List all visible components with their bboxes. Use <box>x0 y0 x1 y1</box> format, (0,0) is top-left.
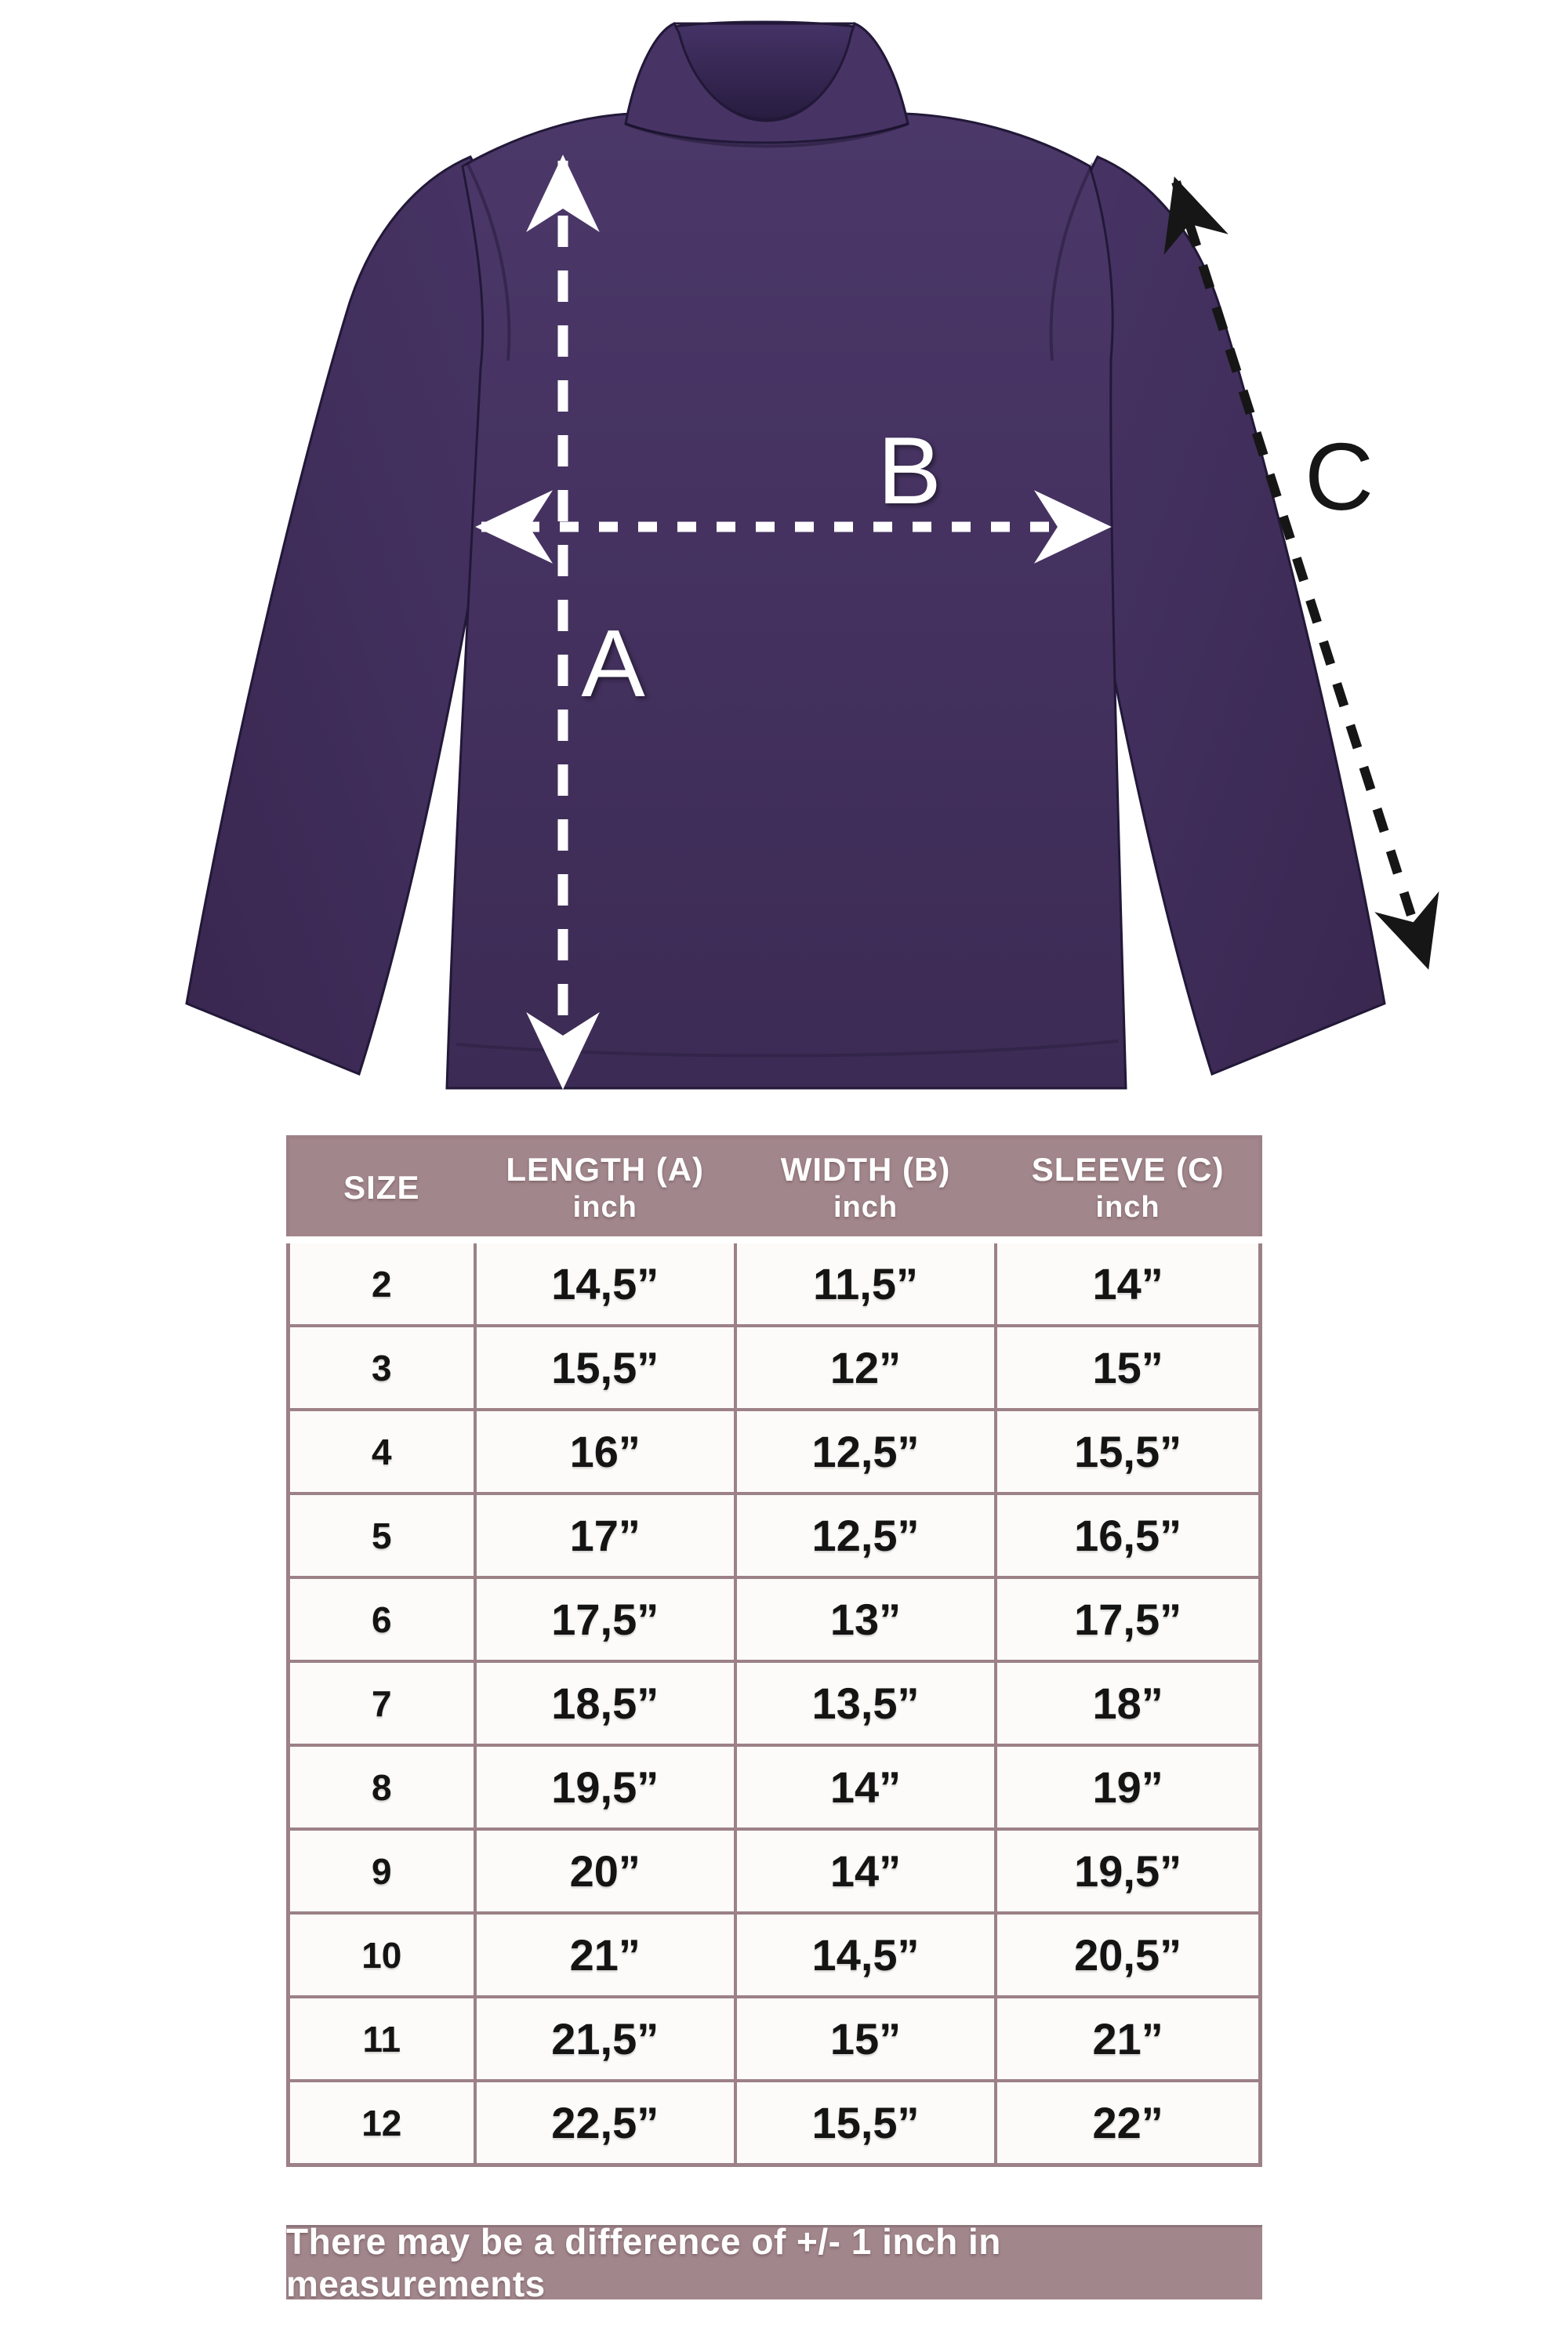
size-cell: 2 <box>286 1238 477 1327</box>
size-table-header: SIZE LENGTH (A) inch WIDTH (B) inch SLEE… <box>286 1135 1262 1243</box>
collar-front <box>624 21 909 144</box>
length-cell: 21,5” <box>473 1995 737 2082</box>
length-cell: 15,5” <box>473 1324 737 1411</box>
width-cell: 15” <box>733 1995 998 2082</box>
size-cell: 12 <box>286 2079 477 2167</box>
sleeve-cell: 16,5” <box>994 1492 1262 1579</box>
table-row: 8 19,5” 14” 19” <box>286 1744 1262 1831</box>
col-unit: inch <box>833 1191 898 1225</box>
width-cell: 12,5” <box>733 1492 998 1579</box>
table-row: 2 14,5” 11,5” 14” <box>286 1238 1262 1327</box>
sleeve-cell: 20,5” <box>994 1911 1262 1998</box>
table-row: 9 20” 14” 19,5” <box>286 1828 1262 1915</box>
length-cell: 21” <box>473 1911 737 1998</box>
sleeve-cell: 19,5” <box>994 1828 1262 1915</box>
length-cell: 22,5” <box>473 2079 737 2167</box>
size-cell: 5 <box>286 1492 477 1579</box>
table-row: 12 22,5” 15,5” 22” <box>286 2079 1262 2167</box>
left-armhole-seam <box>466 162 511 361</box>
table-row: 7 18,5” 13,5” 18” <box>286 1660 1262 1747</box>
size-cell: 7 <box>286 1660 477 1747</box>
width-cell: 14,5” <box>733 1911 998 1998</box>
col-label: SIZE <box>343 1169 420 1207</box>
table-row: 4 16” 12,5” 15,5” <box>286 1408 1262 1495</box>
size-cell: 3 <box>286 1324 477 1411</box>
table-row: 6 17,5” 13” 17,5” <box>286 1576 1262 1663</box>
length-cell: 17,5” <box>473 1576 737 1663</box>
size-table: SIZE LENGTH (A) inch WIDTH (B) inch SLEE… <box>286 1135 1262 2167</box>
col-header-sleeve: SLEEVE (C) inch <box>994 1135 1262 1243</box>
sleeve-cell: 15,5” <box>994 1408 1262 1495</box>
sleeve-cell: 14” <box>994 1238 1262 1327</box>
width-cell: 14” <box>733 1744 998 1831</box>
col-header-size: SIZE <box>286 1135 477 1243</box>
length-label: A <box>581 610 645 717</box>
header-row: SIZE LENGTH (A) inch WIDTH (B) inch SLEE… <box>286 1135 1262 1243</box>
size-cell: 10 <box>286 1911 477 1998</box>
col-unit: inch <box>572 1191 637 1225</box>
col-label: WIDTH (B) <box>780 1151 951 1189</box>
length-cell: 14,5” <box>473 1238 737 1327</box>
size-cell: 6 <box>286 1576 477 1663</box>
length-cell: 19,5” <box>473 1744 737 1831</box>
sleeve-label: C <box>1305 423 1374 530</box>
table-row: 10 21” 14,5” 20,5” <box>286 1911 1262 1998</box>
sweater-body <box>445 112 1127 1090</box>
sleeve-cell: 15” <box>994 1324 1262 1411</box>
length-cell: 20” <box>473 1828 737 1915</box>
size-cell: 8 <box>286 1744 477 1831</box>
size-cell: 9 <box>286 1828 477 1915</box>
size-cell: 4 <box>286 1408 477 1495</box>
sleeve-cell: 21” <box>994 1995 1262 2082</box>
width-cell: 14” <box>733 1828 998 1915</box>
width-cell: 12” <box>733 1324 998 1411</box>
collar-base-seam <box>625 122 909 148</box>
sweater-diagram: A B C <box>185 20 1439 1090</box>
sleeve-cell: 19” <box>994 1744 1262 1831</box>
size-table-body: 2 14,5” 11,5” 14” 3 15,5” 12” 15” 4 16” … <box>286 1238 1262 2167</box>
right-armhole-seam <box>1049 162 1094 361</box>
measurement-tolerance-note: There may be a difference of +/- 1 inch … <box>286 2221 1262 2304</box>
col-unit: inch <box>1095 1191 1160 1225</box>
col-header-width: WIDTH (B) inch <box>733 1135 998 1243</box>
col-label: LENGTH (A) <box>506 1151 705 1189</box>
width-label: B <box>877 417 941 524</box>
table-row: 11 21,5” 15” 21” <box>286 1995 1262 2082</box>
sweater-figure: A B C <box>0 0 1568 1137</box>
sleeve-cell: 18” <box>994 1660 1262 1747</box>
width-cell: 15,5” <box>733 2079 998 2167</box>
length-cell: 18,5” <box>473 1660 737 1747</box>
width-cell: 13” <box>733 1576 998 1663</box>
width-cell: 11,5” <box>733 1238 998 1327</box>
length-cell: 17” <box>473 1492 737 1579</box>
width-cell: 12,5” <box>733 1408 998 1495</box>
width-cell: 13,5” <box>733 1660 998 1747</box>
table-row: 5 17” 12,5” 16,5” <box>286 1492 1262 1579</box>
sleeve-arrow <box>1163 176 1439 970</box>
col-label: SLEEVE (C) <box>1031 1151 1225 1189</box>
col-header-length: LENGTH (A) inch <box>473 1135 737 1243</box>
sleeve-cell: 22” <box>994 2079 1262 2167</box>
length-cell: 16” <box>473 1408 737 1495</box>
table-row: 3 15,5” 12” 15” <box>286 1324 1262 1411</box>
size-cell: 11 <box>286 1995 477 2082</box>
sleeve-cell: 17,5” <box>994 1576 1262 1663</box>
